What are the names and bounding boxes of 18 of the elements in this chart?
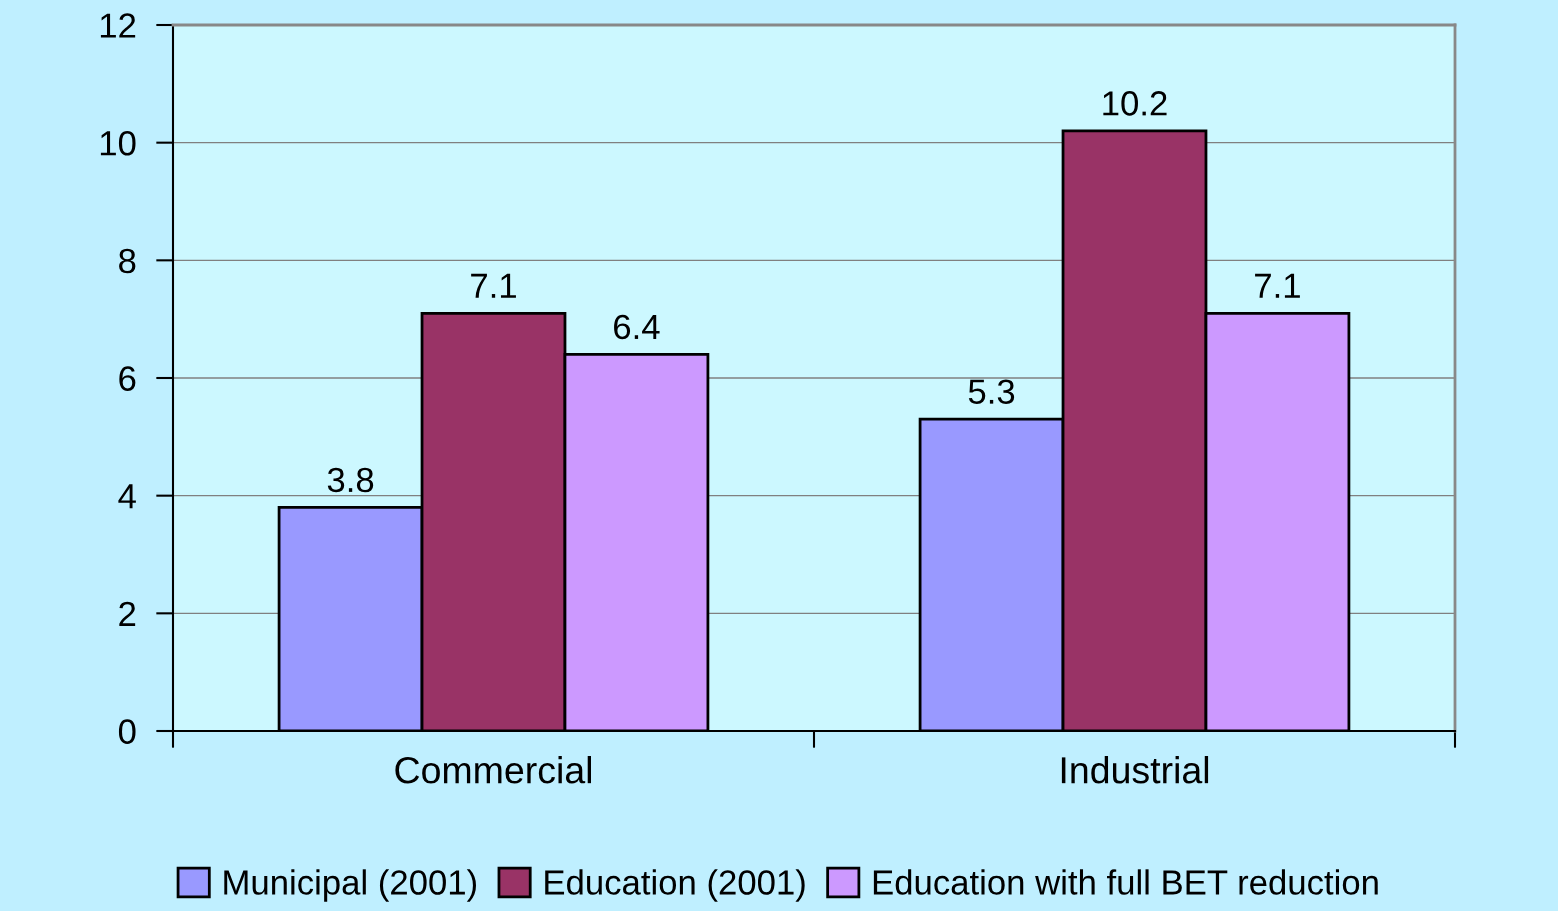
legend-label: Education with full BET reduction — [873, 869, 1378, 895]
y-tick-label: 0 — [118, 719, 136, 744]
y-tick-label: 6 — [119, 366, 136, 391]
y-tick-label: 10 — [100, 131, 136, 156]
data-label: 7.1 — [1255, 273, 1300, 298]
data-label: 5.3 — [968, 379, 1015, 404]
x-tick-label: Industrial — [1061, 756, 1209, 784]
data-label: 7.1 — [471, 273, 516, 298]
legend-label: Education (2001) — [545, 869, 805, 902]
data-label: 6.4 — [614, 314, 660, 340]
y-tick-label: 2 — [119, 601, 136, 626]
y-tick-label: 8 — [119, 248, 136, 274]
legend-label: Municipal (2001) — [224, 869, 476, 902]
y-tick-label: 12 — [100, 13, 136, 38]
data-label: 3.8 — [327, 467, 374, 493]
x-tick-label: Commercial — [395, 756, 592, 784]
y-tick-label: 4 — [118, 484, 136, 509]
data-label: 10.2 — [1103, 91, 1167, 116]
